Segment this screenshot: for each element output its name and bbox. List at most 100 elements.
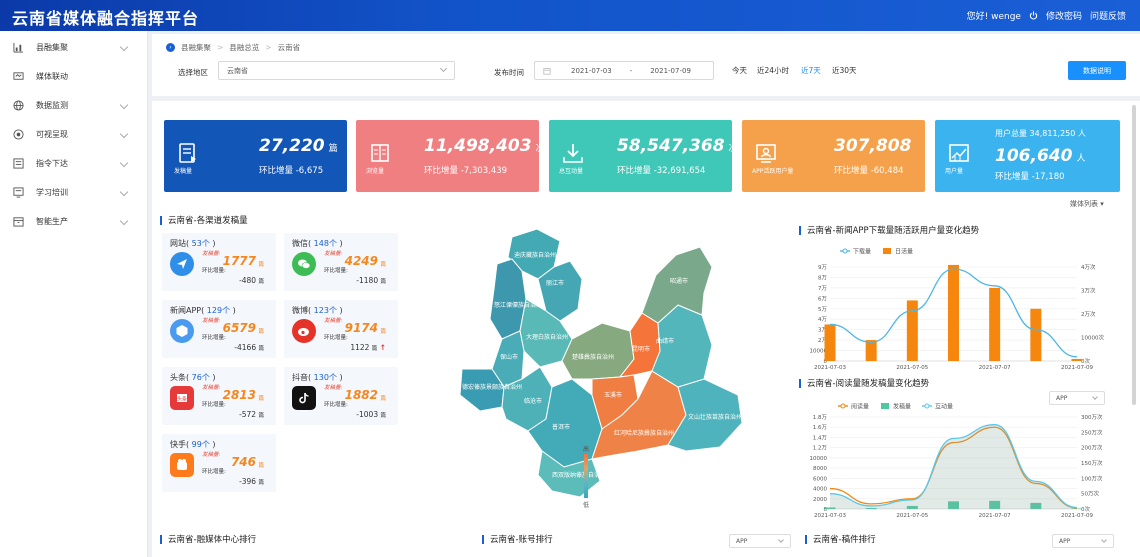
channel-pub-value: 746 (230, 455, 256, 469)
dropdown-value: APP (1059, 538, 1071, 545)
sidebar-item[interactable]: 指令下达 (0, 149, 147, 178)
map-region-label: 怒江傈僳族自治州 (494, 301, 542, 309)
sidebar: 县融集聚 媒体联动 数据监测 可视呈现 指令下达 学习培训 智能生产 (0, 31, 148, 557)
channel-tile[interactable]: 微博( 123个 ) 发稿量: 9174 篇环比增量: 1122 篇 ↑ (284, 300, 398, 358)
breadcrumb-item[interactable]: 县融总览 (229, 43, 260, 52)
y-tick-label-left: 0 (824, 507, 828, 513)
y-tick-label-left: 1.4万 (813, 434, 828, 441)
app-download-chart-title: 云南省-新闻APP下载量随活跃用户量变化趋势 (799, 224, 979, 236)
website-icon (170, 252, 194, 276)
series-line (829, 426, 1078, 509)
media-list-toggle[interactable]: 媒体列表 ▾ (1070, 199, 1104, 209)
y-tick-label-left: 0 (824, 359, 828, 365)
main-content: 发稿量 27,220 篇 环比增量 -6,675 浏览量 11,498,403 次 … (152, 101, 1140, 557)
map-region-label: 保山市 (500, 353, 518, 361)
breadcrumb-item: 云南省 (277, 43, 301, 52)
rank-article-dropdown[interactable]: APP (1052, 534, 1114, 548)
bar (948, 501, 959, 509)
map-region-lijiang[interactable] (537, 260, 583, 322)
data-explain-button[interactable]: 数据说明 (1068, 61, 1126, 80)
date-range-picker[interactable]: 2021-07-03 - 2021-07-09 (534, 61, 714, 80)
quick-today[interactable]: 今天 (732, 66, 747, 75)
sidebar-item[interactable]: 可视呈现 (0, 120, 147, 149)
map-region-zhaotong[interactable] (641, 246, 713, 324)
read-chart-dropdown[interactable]: APP (1049, 391, 1105, 405)
bar (906, 300, 918, 361)
y-tick-label-left: 10000 (810, 456, 828, 462)
channel-tile[interactable]: 微信( 148个 ) 发稿量: 4249 篇环比增量: -1180 篇 (284, 233, 398, 291)
chevron-down-icon (119, 129, 129, 139)
sidebar-item[interactable]: 县融集聚 (0, 33, 147, 62)
download-icon (563, 144, 583, 163)
channel-change-label: 环比增量: (324, 402, 348, 408)
channel-change-value: -480 篇 (239, 276, 264, 285)
y-tick-label-left: 2万 (818, 337, 827, 344)
region-select-value: 云南省 (227, 67, 248, 75)
sidebar-item[interactable]: 学习培训 (0, 178, 147, 207)
kpi-total: 用户总量 34,811,250 人 (995, 129, 1086, 138)
channel-pub-label: 发稿量: (324, 318, 343, 324)
caret-down-icon: ▾ (1100, 200, 1104, 208)
bar (824, 507, 836, 509)
breadcrumb-item[interactable]: 县融集聚 (181, 43, 211, 52)
channel-tile[interactable]: 网站( 53个 ) 发稿量: 1777 篇环比增量: -480 篇 (162, 233, 276, 291)
series-line (829, 268, 1078, 358)
legend-entry: 日活量 (895, 248, 913, 256)
map-region-chuxiong[interactable] (561, 322, 635, 380)
quick-30d[interactable]: 近30天 (832, 66, 857, 75)
channels-title: 云南省-各渠道发稿量 (160, 214, 248, 226)
map-region-label: 文山壮族苗族自治州 (688, 413, 742, 421)
breadcrumb-arrow-icon: › (166, 43, 175, 52)
power-icon[interactable] (1029, 11, 1038, 20)
map-legend-gradient (584, 454, 588, 498)
channel-name: 快手( 99个 ) (170, 440, 216, 449)
legend-entry: 阅读量 (851, 403, 869, 411)
channel-tile[interactable]: 快手( 99个 ) 发稿量: 746 篇环比增量: -396 篇 (162, 434, 276, 492)
map-region-label: 临沧市 (524, 397, 542, 405)
channel-pub-value: 2813 (222, 388, 256, 402)
channel-tile[interactable]: 头条( 76个 ) 头条 发稿量: 2813 篇环比增量: -572 篇 (162, 367, 276, 425)
area-fill (830, 424, 1077, 509)
read-publish-chart-title: 云南省-阅读量随发稿量变化趋势 (799, 377, 929, 389)
y-tick-label-right: 2万次 (1081, 310, 1096, 318)
map-region-label: 昆明市 (632, 345, 650, 353)
channel-unit: 篇 (258, 463, 264, 469)
change-password-link[interactable]: 修改密码 (1045, 12, 1082, 22)
bar (1071, 508, 1083, 509)
map-region-label: 德宏傣族景颇族自治州 (462, 383, 522, 391)
chevron-down-icon (778, 537, 784, 543)
y-tick-label-right: 200万次 (1081, 444, 1103, 452)
y-tick-label-left: 1.2万 (813, 445, 828, 452)
sidebar-item[interactable]: 媒体联动 (0, 62, 147, 91)
y-tick-label-left: 1.8万 (813, 414, 828, 421)
channel-name: 新闻APP( 129个 ) (170, 306, 236, 315)
rank-article-title: 云南省-稿件排行 (805, 533, 876, 545)
kuaishou-icon (170, 453, 194, 477)
channel-tile[interactable]: 抖音( 130个 ) 发稿量: 1882 篇环比增量: -1003 篇 (284, 367, 398, 425)
sidebar-item[interactable]: 数据监测 (0, 91, 147, 120)
y-tick-label-left: 10000 (810, 349, 828, 355)
feedback-link[interactable]: 问题反馈 (1089, 12, 1126, 22)
kpi-card-interactions: 总互动量 58,547,368 次 环比增量 -32,691,654 (549, 120, 738, 192)
channel-change-label: 环比增量: (202, 402, 226, 408)
map-region-wenshan[interactable] (667, 378, 743, 452)
scrollbar[interactable] (1132, 105, 1136, 405)
screen-icon (12, 71, 24, 83)
quick-24h[interactable]: 近24小时 (757, 66, 790, 75)
eye-icon (12, 129, 24, 141)
rank-account-dropdown[interactable]: APP (729, 534, 791, 548)
y-tick-label-left: 6000 (813, 476, 827, 482)
map-region-label: 西双版纳傣族自治州 (552, 471, 606, 479)
breadcrumb-separator: > (265, 43, 272, 52)
map-region-label: 普洱市 (552, 423, 570, 431)
kpi-card-views: 浏览量 11,498,403 次 环比增量 -7,303,439 (356, 120, 545, 192)
weibo-icon (292, 319, 316, 343)
quick-7d[interactable]: 近7天 (801, 66, 821, 75)
sidebar-item[interactable]: 智能生产 (0, 207, 147, 236)
legend-marker (924, 403, 930, 409)
arrow-up-icon: ↑ (379, 343, 386, 352)
channel-change-value: -4166 篇 (234, 343, 264, 352)
calendar-icon (543, 67, 551, 75)
channel-tile[interactable]: 新闻APP( 129个 ) 发稿量: 6579 篇环比增量: -4166 篇 (162, 300, 276, 358)
region-select[interactable]: 云南省 (218, 61, 455, 80)
